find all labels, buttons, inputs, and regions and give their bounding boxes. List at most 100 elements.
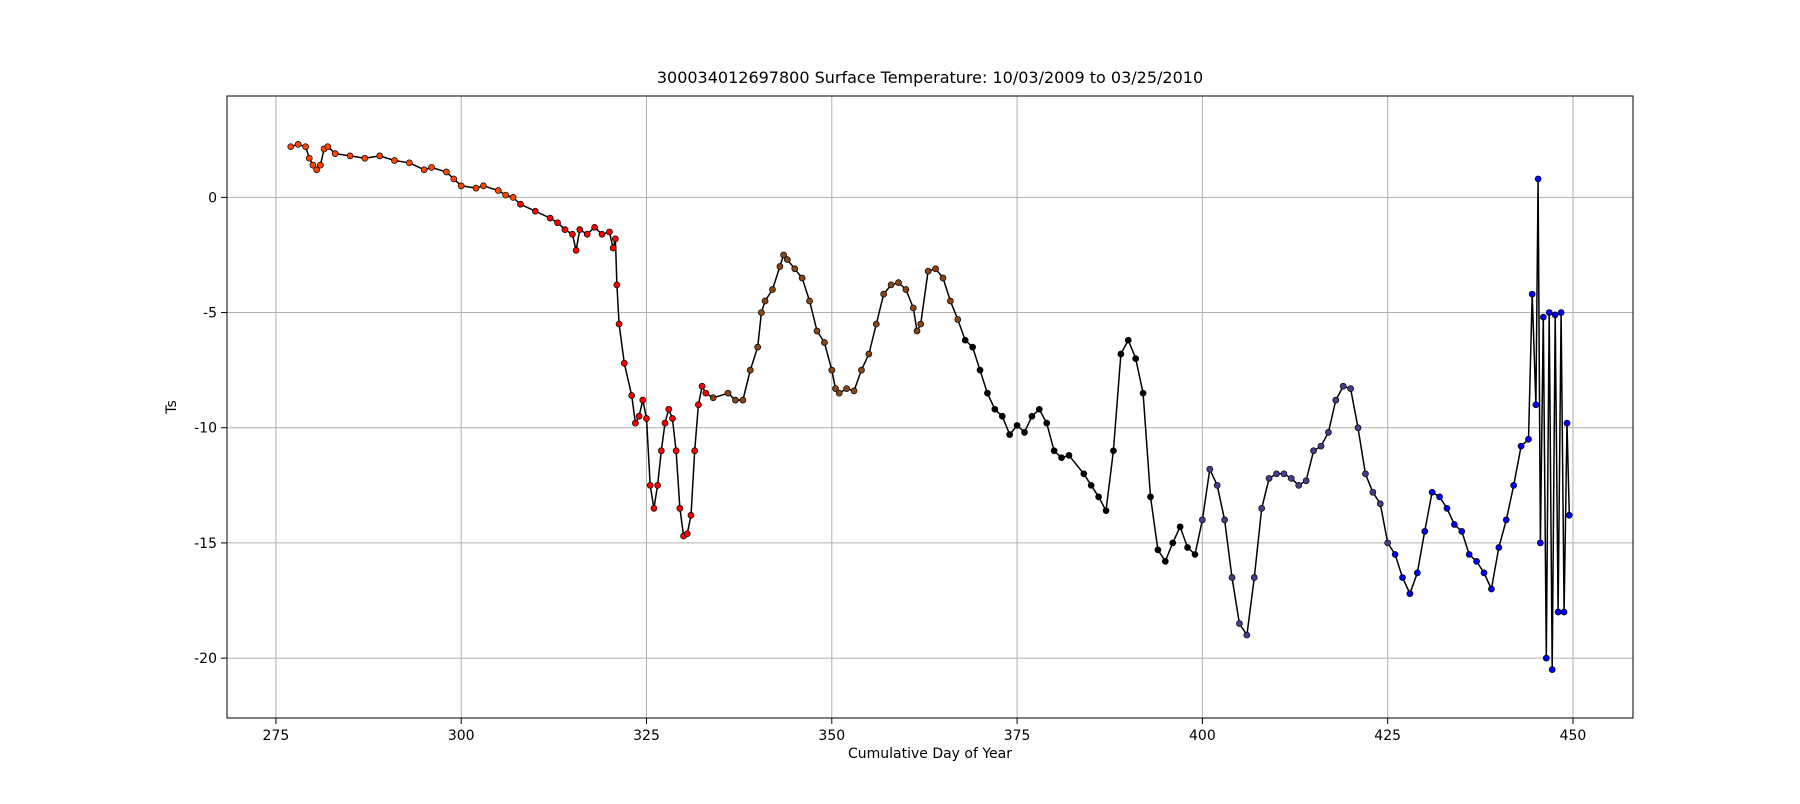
data-point — [843, 385, 850, 392]
x-tick-label: 350 — [818, 728, 845, 744]
y-tick-label: -10 — [194, 421, 217, 437]
data-point — [1221, 516, 1228, 524]
data-point — [687, 511, 695, 519]
data-point — [1265, 475, 1273, 482]
data-point — [672, 447, 680, 455]
chart-title: 300034012697800 Surface Temperature: 10/… — [657, 68, 1203, 87]
data-point — [1510, 481, 1518, 489]
data-point — [1428, 488, 1436, 496]
data-point — [1391, 551, 1399, 558]
data-point — [1317, 442, 1325, 450]
data-point — [1087, 481, 1095, 489]
data-point — [1548, 666, 1556, 673]
data-point — [1050, 447, 1058, 455]
data-point — [1243, 631, 1251, 639]
data-point — [832, 385, 839, 392]
data-point — [615, 320, 623, 328]
data-point — [924, 267, 932, 275]
data-point — [1534, 175, 1542, 183]
data-point — [909, 304, 917, 312]
data-point — [1443, 505, 1451, 512]
data-point — [1542, 654, 1550, 662]
data-point — [806, 297, 813, 305]
data-point — [939, 274, 947, 282]
data-point — [1551, 311, 1559, 319]
data-point — [683, 530, 691, 538]
data-point — [1532, 401, 1540, 409]
data-point — [661, 419, 669, 427]
data-point — [709, 394, 717, 402]
data-point — [1451, 521, 1458, 528]
data-point — [1480, 569, 1488, 577]
data-point — [302, 143, 309, 151]
data-point — [858, 366, 865, 374]
data-point — [639, 396, 647, 404]
plot-frame — [226, 95, 1634, 719]
data-point — [1147, 493, 1154, 501]
data-point — [1065, 452, 1073, 459]
data-point — [391, 157, 398, 164]
data-point — [1132, 355, 1140, 362]
data-point — [1399, 574, 1406, 581]
data-point — [746, 366, 754, 374]
data-point — [1236, 620, 1243, 627]
data-point — [1035, 405, 1043, 413]
data-point — [405, 159, 413, 167]
y-tick-label: -5 — [203, 306, 217, 322]
data-point — [346, 152, 354, 160]
data-point — [554, 219, 561, 227]
data-point — [1517, 442, 1525, 450]
data-point — [776, 263, 784, 270]
data-point — [1376, 500, 1384, 508]
data-point — [1095, 493, 1102, 501]
data-point — [1273, 470, 1280, 478]
data-point — [739, 396, 747, 404]
x-axis-label: Cumulative Day of Year — [848, 746, 1012, 762]
data-point — [1295, 481, 1303, 489]
data-point — [835, 389, 843, 397]
data-point — [643, 415, 650, 422]
data-point — [947, 297, 954, 305]
data-point — [606, 228, 613, 236]
data-point — [761, 297, 769, 305]
data-point — [991, 405, 999, 413]
data-point — [702, 389, 710, 397]
x-tick-label: 425 — [1374, 728, 1401, 744]
data-point — [887, 281, 895, 289]
data-point — [609, 244, 617, 252]
data-point — [1565, 511, 1573, 519]
data-point — [1436, 493, 1443, 501]
data-point — [691, 447, 699, 455]
data-point — [1347, 385, 1354, 392]
data-point — [1458, 528, 1466, 535]
data-point — [1058, 454, 1065, 462]
data-point — [732, 396, 739, 404]
data-point — [612, 235, 619, 243]
data-point — [850, 387, 858, 395]
data-point — [1139, 389, 1147, 397]
data-point — [695, 401, 702, 409]
data-point — [1102, 507, 1110, 515]
data-point — [821, 339, 828, 346]
data-point — [1539, 313, 1547, 321]
data-point — [998, 412, 1006, 420]
x-tick-label: 450 — [1560, 728, 1587, 744]
data-point — [1013, 422, 1021, 429]
y-axis-label: Ts — [164, 400, 180, 415]
data-point — [758, 309, 765, 316]
data-point — [635, 412, 643, 420]
data-point — [1406, 590, 1414, 597]
data-point — [1280, 470, 1288, 478]
data-point — [1339, 382, 1347, 390]
data-point — [698, 382, 706, 390]
data-point — [294, 141, 302, 148]
data-point — [591, 223, 598, 231]
data-point — [1199, 516, 1206, 524]
data-point — [1110, 447, 1117, 455]
data-point — [783, 256, 791, 263]
y-tick-label: 0 — [208, 190, 217, 206]
data-point — [961, 336, 969, 344]
data-point — [1354, 424, 1362, 432]
data-point — [1325, 428, 1332, 436]
